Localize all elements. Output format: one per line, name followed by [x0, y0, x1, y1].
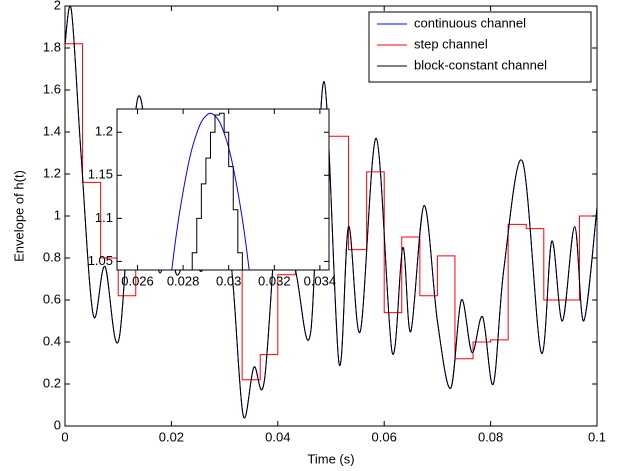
- x-tick-label: 0.034: [304, 273, 337, 288]
- legend-label: continuous channel: [414, 15, 526, 30]
- y-tick-label: 0.8: [43, 249, 61, 264]
- y-tick-label: 1.2: [95, 124, 113, 139]
- x-tick-label: 0: [61, 429, 68, 444]
- legend-label: step channel: [414, 36, 488, 51]
- legend-label: block-constant channel: [414, 57, 547, 72]
- x-tick-label: 0.04: [265, 429, 290, 444]
- y-tick-label: 1.8: [43, 39, 61, 54]
- x-tick-label: 0.08: [478, 429, 503, 444]
- x-axis-label: Time (s): [307, 451, 354, 466]
- x-tick-label: 0.032: [258, 273, 291, 288]
- y-tick-label: 1.1: [95, 210, 113, 225]
- y-tick-label: 1.15: [88, 167, 113, 182]
- legend-box: [368, 11, 592, 83]
- x-tick-label: 0.028: [167, 273, 200, 288]
- y-tick-label: 0.6: [43, 291, 61, 306]
- x-tick-label: 0.06: [372, 429, 397, 444]
- series-line: [171, 112, 250, 270]
- y-tick-label: 1.05: [88, 253, 113, 268]
- y-tick-label: 1: [54, 207, 61, 222]
- x-tick-label: 0.02: [159, 429, 184, 444]
- y-tick-label: 0.2: [43, 375, 61, 390]
- x-tick-label: 0.03: [216, 273, 241, 288]
- x-tick-label: 0.026: [121, 273, 154, 288]
- y-tick-label: 2: [54, 0, 61, 12]
- plot-area: [117, 109, 329, 270]
- y-tick-label: 0.4: [43, 333, 61, 348]
- y-axis-label: Envelope of h(t): [11, 170, 26, 262]
- series-line: [191, 112, 243, 270]
- y-tick-label: 1.4: [43, 123, 61, 138]
- y-tick-label: 1.2: [43, 165, 61, 180]
- axes-box: [116, 108, 330, 271]
- y-tick-label: 0: [54, 417, 61, 432]
- x-tick-label: 0.1: [588, 429, 606, 444]
- y-tick-label: 1.6: [43, 81, 61, 96]
